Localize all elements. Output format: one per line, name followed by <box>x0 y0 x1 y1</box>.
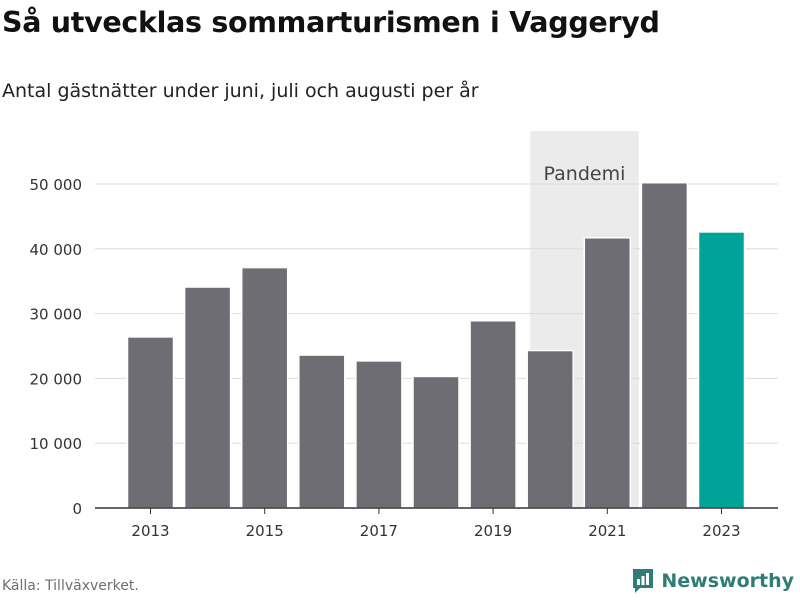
bar-2013 <box>126 336 175 509</box>
chart-subtitle: Antal gästnätter under juni, juli och au… <box>2 80 479 102</box>
x-tick-label: 2017 <box>360 522 398 540</box>
bar-2018 <box>412 375 460 509</box>
bar-2023 <box>697 231 746 509</box>
bar-2020 <box>526 349 574 509</box>
y-tick-label: 50 000 <box>30 176 83 194</box>
brand-name: Newsworthy <box>661 570 794 592</box>
x-tick-label: 2021 <box>588 522 626 540</box>
brand-logo: Newsworthy <box>631 568 794 594</box>
bar-2019 <box>469 319 517 509</box>
y-tick-label: 10 000 <box>30 435 83 453</box>
x-tick-label: 2015 <box>246 522 284 540</box>
y-tick-label: 0 <box>72 500 82 518</box>
pandemic-label: Pandemi <box>544 163 626 185</box>
bar-2016 <box>298 354 346 509</box>
y-tick-label: 20 000 <box>30 370 83 388</box>
bar-chart: 0 10 000 20 000 30 000 40 000 50 000 Pandemi 20… <box>30 131 778 540</box>
source-note: Källa: Tillväxverket. <box>2 578 139 594</box>
y-tick-label: 40 000 <box>30 241 83 259</box>
bar-2015 <box>240 266 289 509</box>
bar-2022 <box>640 181 689 509</box>
bar-2021 <box>583 237 632 509</box>
bar-2017 <box>355 360 403 509</box>
y-tick-label: 30 000 <box>30 306 83 324</box>
newsworthy-logo-icon <box>633 569 654 593</box>
chart-title: Så utvecklas sommarturismen i Vaggeryd <box>2 6 660 39</box>
bar-2014 <box>183 286 232 509</box>
x-tick-label: 2019 <box>474 522 512 540</box>
x-tick-label: 2013 <box>131 522 169 540</box>
x-tick-label: 2023 <box>702 522 740 540</box>
